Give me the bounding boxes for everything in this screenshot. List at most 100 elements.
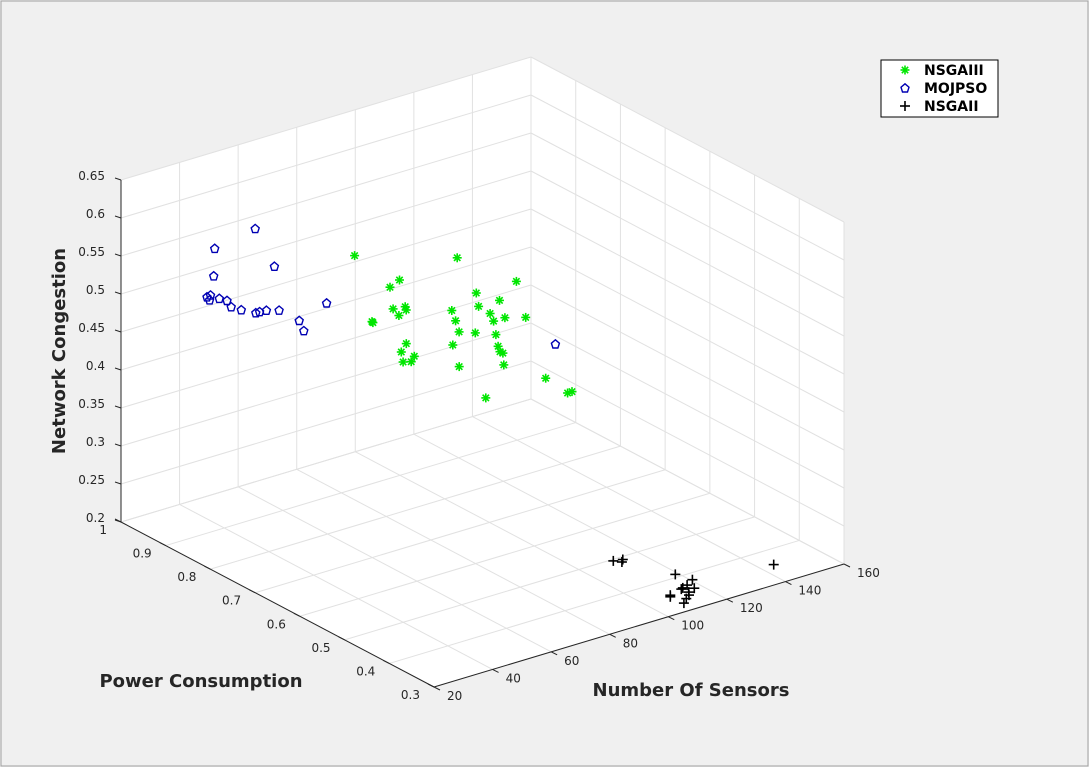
z-tick-label: 0.45 bbox=[78, 321, 105, 335]
diamond-shape bbox=[269, 261, 280, 271]
y-tick-mark bbox=[248, 589, 256, 594]
y-tick-label: 0.7 bbox=[222, 594, 241, 608]
asterisk-stroke bbox=[395, 311, 403, 320]
z-tick-label: 0.6 bbox=[86, 207, 105, 221]
data-point-nsgaiii bbox=[499, 360, 509, 370]
axes-box bbox=[120, 180, 845, 688]
asterisk-stroke bbox=[521, 313, 530, 322]
x-tick-label: 40 bbox=[506, 671, 521, 685]
grid-line-z-side bbox=[530, 360, 845, 527]
asterisk-stroke bbox=[494, 342, 502, 351]
diamond-shape bbox=[274, 305, 284, 315]
asterisk-stroke bbox=[389, 305, 397, 313]
y-tick-mark bbox=[204, 565, 211, 570]
diamond-shape bbox=[236, 304, 247, 315]
data-point-mojpso bbox=[205, 289, 216, 300]
data-point-mojpso bbox=[550, 338, 561, 349]
asterisk-stroke bbox=[402, 306, 410, 314]
asterisk-stroke bbox=[495, 296, 504, 305]
data-point-nsgaiii bbox=[401, 339, 411, 349]
data-point-mojpso bbox=[298, 325, 309, 336]
asterisk-stroke bbox=[386, 283, 394, 291]
data-point-mojpso bbox=[261, 305, 272, 315]
data-point-nsgaiii bbox=[447, 306, 457, 315]
z-tick-label: 0.3 bbox=[86, 435, 105, 449]
data-point-nsgaiii bbox=[493, 341, 503, 351]
data-point-nsgaiii bbox=[400, 302, 410, 312]
y-tick-mark bbox=[338, 636, 345, 641]
grid-line-z-back bbox=[120, 94, 532, 219]
grid-line-x-floor bbox=[355, 451, 669, 618]
asterisk-stroke bbox=[489, 317, 498, 325]
asterisk-stroke bbox=[472, 289, 481, 297]
asterisk-stroke bbox=[455, 328, 463, 336]
data-point-mojpso bbox=[222, 295, 232, 306]
x-tick-mark bbox=[492, 668, 499, 673]
asterisk-stroke bbox=[449, 341, 457, 349]
grid-line-x-floor bbox=[179, 503, 493, 670]
x-tick-label: 100 bbox=[681, 619, 704, 633]
y-axis-label: Power Consumption bbox=[99, 671, 302, 692]
data-point-nsgaiii bbox=[491, 330, 501, 340]
data-point-nsgaiii bbox=[350, 251, 360, 261]
diamond-shape bbox=[250, 307, 261, 318]
grid-line-z-back bbox=[120, 322, 532, 447]
asterisk-stroke bbox=[397, 348, 406, 356]
z-tick-mark bbox=[114, 481, 122, 485]
data-point-nsgaii bbox=[689, 583, 700, 594]
asterisk-stroke bbox=[563, 389, 572, 397]
diamond-shape bbox=[900, 82, 910, 93]
data-point-nsgaii bbox=[682, 580, 693, 591]
diamond-shape bbox=[209, 243, 220, 254]
data-point-nsgaii bbox=[608, 555, 619, 566]
grid-line-x-floor bbox=[237, 486, 552, 653]
data-point-nsgaii bbox=[684, 590, 694, 601]
data-point-mojpso bbox=[209, 243, 220, 254]
asterisk-stroke bbox=[474, 302, 483, 311]
z-tick-label: 0.55 bbox=[78, 245, 105, 259]
floor-pane bbox=[121, 399, 844, 687]
x-tick-mark bbox=[726, 598, 734, 603]
asterisk-stroke bbox=[471, 329, 480, 337]
grid-line-z-side bbox=[530, 94, 845, 261]
z-axis-label: Network Congestion bbox=[49, 248, 70, 454]
data-point-nsgaiii bbox=[396, 347, 406, 357]
diamond-shape bbox=[550, 338, 561, 349]
z-tick-label: 0.65 bbox=[78, 169, 105, 183]
data-point-nsgaiii bbox=[367, 317, 377, 327]
data-point-mojpso bbox=[250, 307, 261, 318]
y-tick-label: 0.5 bbox=[311, 641, 330, 655]
grid-line-z-back bbox=[120, 208, 532, 333]
asterisk-stroke bbox=[541, 374, 550, 382]
data-point-nsgaii bbox=[687, 574, 698, 585]
data-point-nsgaiii bbox=[500, 313, 510, 323]
asterisk-stroke bbox=[492, 330, 500, 339]
x-tick-mark bbox=[433, 686, 441, 691]
data-point-nsgaiii bbox=[495, 295, 504, 305]
asterisk-stroke bbox=[401, 302, 409, 311]
y-tick-label: 0.6 bbox=[267, 617, 286, 631]
grid-line-x-floor bbox=[296, 468, 610, 635]
legend-label-nsgaiii: NSGAIII bbox=[924, 63, 984, 79]
data-point-nsgaii bbox=[768, 559, 779, 570]
grid-line-z-back bbox=[120, 284, 532, 409]
diamond-shape bbox=[298, 325, 309, 336]
grid-line-z-back bbox=[120, 170, 532, 295]
z-tick-label: 0.5 bbox=[86, 283, 105, 297]
grid-line-y-floor bbox=[344, 516, 755, 641]
data-point-nsgaii bbox=[678, 598, 689, 609]
x-tick-mark bbox=[550, 651, 558, 656]
y-tick-label: 0.4 bbox=[356, 664, 375, 678]
grid-line-z-side bbox=[530, 246, 845, 413]
x-axis-label: Number Of Sensors bbox=[593, 680, 790, 701]
data-point-nsgaiii bbox=[511, 276, 521, 286]
grid-line-y-floor bbox=[165, 422, 576, 547]
legend-marker-mojpso bbox=[900, 82, 910, 93]
data-point-mojpso bbox=[204, 294, 215, 305]
asterisk-stroke bbox=[455, 362, 463, 371]
legend-label-mojpso: MOJPSO bbox=[924, 81, 987, 97]
asterisk-stroke bbox=[402, 339, 411, 348]
diamond-shape bbox=[250, 223, 261, 234]
grid-line-z-side bbox=[530, 284, 845, 451]
x-tick-label: 140 bbox=[798, 584, 821, 598]
